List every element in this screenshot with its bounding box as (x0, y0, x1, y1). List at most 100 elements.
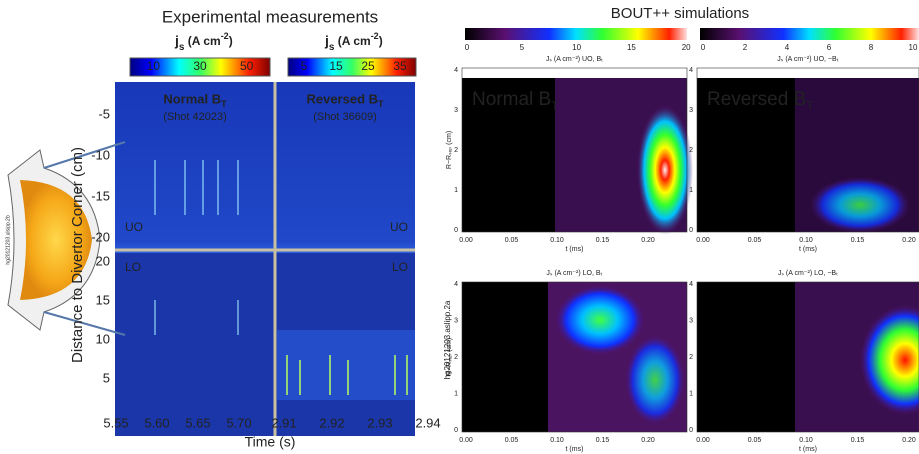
x-tick-label: 0.10 (799, 437, 813, 444)
colorbar-label: js (A cm-2) (324, 31, 383, 53)
region-label: LO (392, 260, 408, 274)
figure-id: hg20121203.aslipp.2a (443, 300, 452, 379)
colorbar-tick: 25 (361, 59, 375, 73)
panel-title: Normal BT (163, 91, 227, 109)
tokamak-diagram (7, 141, 126, 336)
y-tick-label: -20 (91, 229, 110, 244)
x-tick-label: 0.05 (505, 437, 519, 444)
colorbar (287, 57, 417, 77)
y-tick-label: 10 (96, 331, 110, 346)
y-tick-label: 4 (689, 281, 693, 288)
y-tick-label: 4 (454, 281, 458, 288)
panel-title: Reversed BT (306, 91, 384, 109)
x-axis-label: t (ms) (566, 446, 584, 453)
y-axis-label: Distance to Divertor Corner (cm) (69, 147, 86, 363)
x-axis-label: t (ms) (566, 246, 584, 253)
colorbar-tick: 6 (827, 43, 832, 52)
x-tick-label: 0.15 (851, 437, 865, 444)
colorbar-tick: 2 (743, 43, 748, 52)
panel-title: Jₛ (A cm⁻²) UO, −Bₜ (777, 56, 838, 63)
colorbar-tick: 4 (785, 43, 790, 52)
y-tick-label: -15 (91, 188, 110, 203)
x-tick-label: 5.65 (185, 415, 210, 430)
x-tick-label: 0.20 (902, 237, 916, 244)
colorbar-tick: 15 (627, 43, 636, 52)
colorbar-label: js (A cm-2) (174, 31, 233, 53)
shot-label: (Shot 36609) (313, 111, 377, 123)
unit-close: ) (229, 34, 233, 48)
subscript: s (329, 42, 335, 53)
y-tick-label: 0 (689, 427, 693, 434)
colorbar-tick: 10 (909, 43, 918, 52)
x-tick-label: 5.55 (103, 415, 128, 430)
colorbar-tick: 5 (301, 59, 308, 73)
x-tick-label: 0.20 (902, 437, 916, 444)
y-tick-label: 1 (689, 187, 693, 194)
title: Experimental measurements (162, 7, 378, 26)
x-tick-label: 0.05 (748, 437, 762, 444)
region-label: LO (125, 260, 141, 274)
x-tick-label: 0.20 (641, 237, 655, 244)
y-tick-label: 3 (454, 107, 458, 114)
colorbar-tick: 35 (393, 59, 407, 73)
x-tick-label: 0.15 (596, 437, 610, 444)
region-label: UO (390, 220, 408, 234)
panel-title: Jₛ (A cm⁻²) UO, Bₜ (546, 56, 603, 63)
colorbar-tick: 0 (465, 43, 470, 52)
x-tick-label: 0.15 (596, 237, 610, 244)
x-tick-label: 0.05 (505, 237, 519, 244)
y-axis-label: R−Rₛₑₚ (cm) (446, 338, 453, 376)
x-tick-label: 0.05 (748, 237, 762, 244)
colorbar-tick: 8 (869, 43, 874, 52)
y-tick-label: 2 (689, 147, 693, 154)
y-tick-label: 15 (96, 292, 110, 307)
y-tick-label: 0 (689, 227, 693, 234)
x-tick-label: 0.10 (799, 237, 813, 244)
x-tick-label: 2.92 (319, 415, 344, 430)
y-tick-label: 1 (454, 187, 458, 194)
x-tick-label: 0.10 (550, 237, 564, 244)
x-axis-label: t (ms) (799, 246, 817, 253)
diagram-id: hg20121203.ulsipp.2b (5, 215, 11, 264)
colorbar-tick: 30 (193, 59, 207, 73)
region-label: UO (125, 220, 143, 234)
plot-frame (696, 67, 919, 233)
x-tick-label: 5.70 (226, 415, 251, 430)
y-axis-label: R−Rₛₑₚ (cm) (446, 131, 453, 169)
y-tick-label: 3 (454, 317, 458, 324)
colorbar-tick: 10 (147, 59, 161, 73)
x-axis-label: t (ms) (799, 446, 817, 453)
experimental-maps (115, 82, 415, 436)
colorbar-tick: 0 (701, 43, 706, 52)
y-tick-label: 0 (454, 227, 458, 234)
y-tick-label: 3 (689, 317, 693, 324)
title: BOUT++ simulations (611, 5, 749, 22)
x-tick-label: 2.93 (367, 415, 392, 430)
panel-label: Normal BT (472, 89, 559, 113)
colorbar-tick: 50 (240, 59, 254, 73)
y-tick-label: 2 (454, 354, 458, 361)
x-tick-label: 0.00 (459, 237, 473, 244)
subscript: s (179, 42, 185, 53)
y-tick-label: 3 (689, 107, 693, 114)
plot-frame (461, 67, 688, 233)
y-tick-label: 4 (454, 67, 458, 74)
y-tick-label: 2 (454, 147, 458, 154)
y-tick-label: 20 (96, 253, 110, 268)
panel-title: Jₛ (A cm⁻²) LO, −Bₜ (778, 270, 838, 277)
shot-label: (Shot 42023) (163, 111, 227, 123)
x-tick-label: 0.20 (641, 437, 655, 444)
colorbar-tick: 20 (682, 43, 691, 52)
colorbar (129, 57, 271, 77)
unit: (A cm (334, 34, 370, 48)
x-tick-label: 0.15 (851, 237, 865, 244)
y-tick-label: 5 (103, 370, 110, 385)
x-tick-label: 0.00 (696, 237, 710, 244)
colorbar-tick: 10 (572, 43, 581, 52)
y-tick-label: -10 (91, 147, 110, 162)
plot-frame (461, 281, 688, 433)
unit: (A cm (184, 34, 220, 48)
x-tick-label: 5.60 (144, 415, 169, 430)
subscript: T (378, 99, 384, 109)
